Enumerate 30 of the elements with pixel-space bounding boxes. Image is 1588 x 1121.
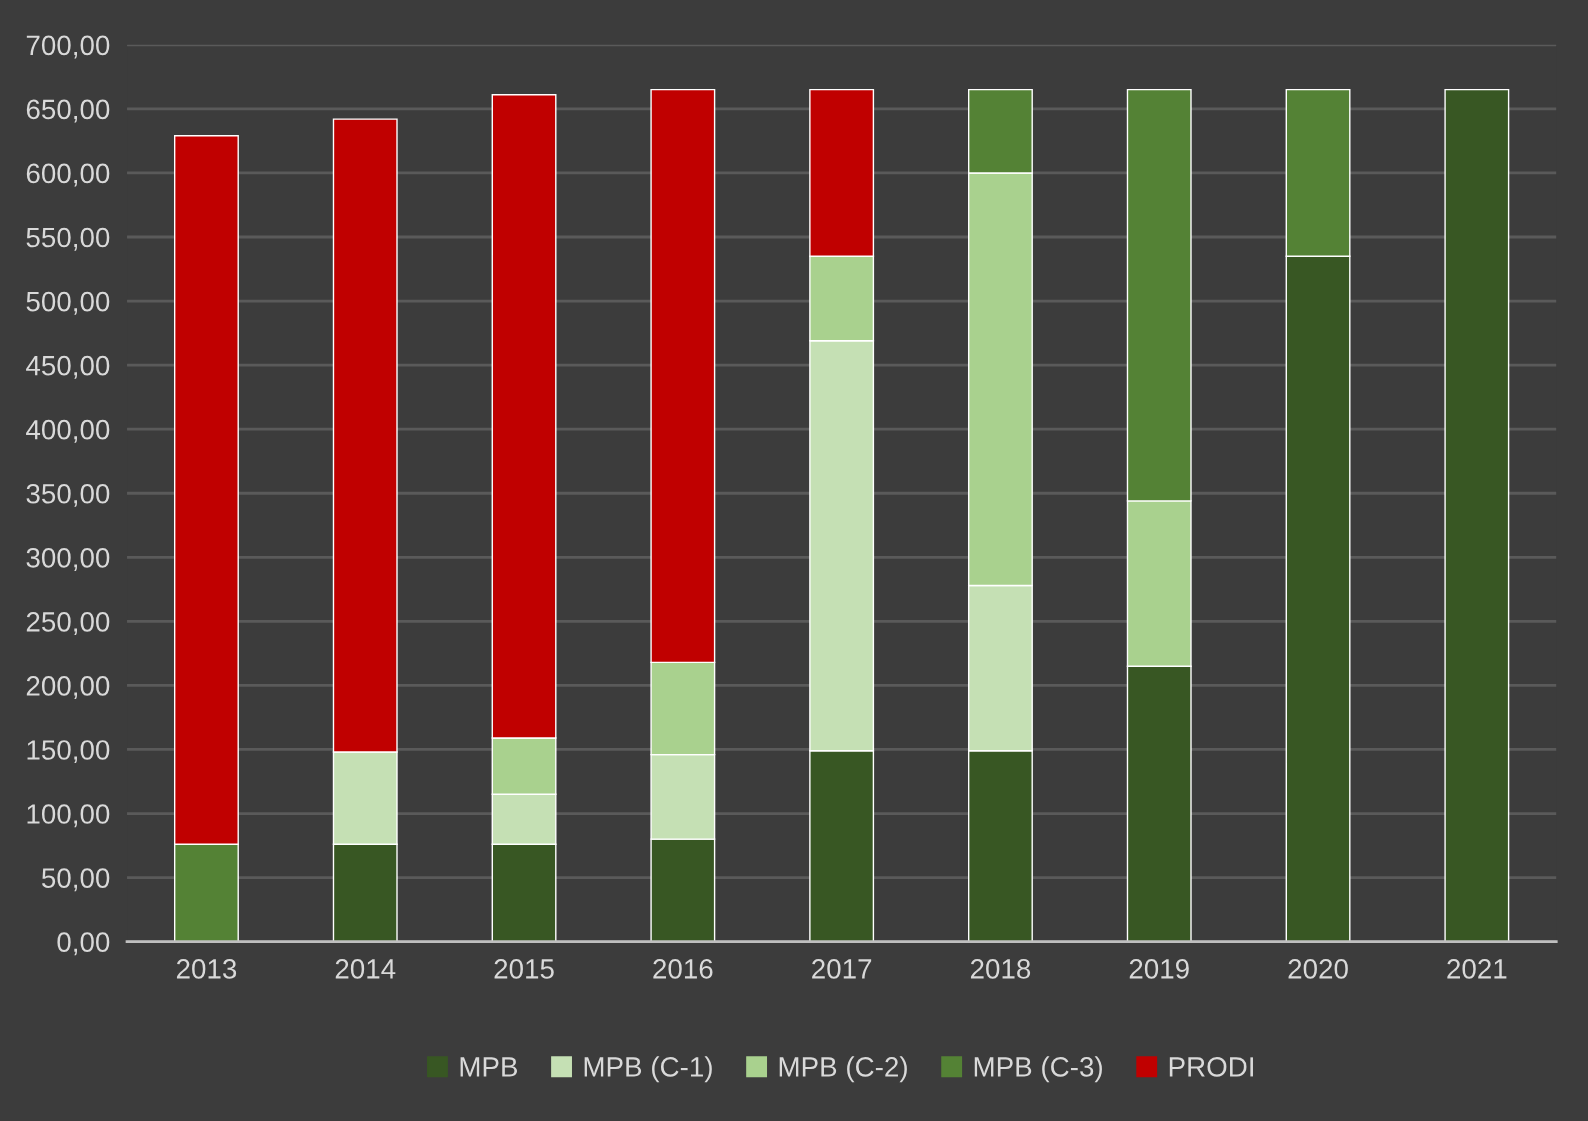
- y-tick-label: 200,00: [26, 676, 110, 700]
- legend-label: PRODI: [1169, 1057, 1253, 1077]
- x-tick-label: 2016: [653, 959, 713, 979]
- x-tick-label: 2018: [970, 959, 1031, 979]
- legend-label: MPB (C-2): [779, 1056, 907, 1083]
- legend-label: MPB (C-3): [974, 1056, 1102, 1083]
- x-tick-label: 2013: [176, 959, 237, 979]
- y-tick-label: 700,00: [26, 35, 110, 59]
- x-tick-label: 2021: [1447, 959, 1507, 979]
- bar: [1444, 88, 1510, 942]
- y-tick-label: 0,00: [57, 932, 110, 956]
- y-tick-label: 400,00: [26, 419, 110, 443]
- y-tick-label: 650,00: [26, 99, 110, 123]
- y-tick-label: 300,00: [26, 547, 110, 571]
- x-tick-label: 2015: [494, 959, 554, 979]
- x-tick-label: 2017: [812, 959, 872, 979]
- y-tick-label: 100,00: [27, 804, 110, 828]
- legend-label: MPB: [460, 1057, 518, 1077]
- y-tick-label: 50,00: [41, 868, 110, 892]
- y-tick-label: 500,00: [26, 291, 110, 315]
- y-tick-label: 250,00: [26, 612, 110, 635]
- y-tick-label: 550,00: [26, 227, 110, 251]
- x-tick-label: 2020: [1288, 959, 1348, 979]
- y-tick-label: 600,00: [26, 163, 110, 187]
- legend-label: MPB (C-1): [584, 1056, 712, 1083]
- x-tick-label: 2014: [335, 959, 396, 979]
- y-tick-label: 350,00: [26, 483, 110, 507]
- x-tick-label: 2019: [1129, 959, 1189, 979]
- y-tick-label: 150,00: [27, 740, 110, 764]
- y-tick-label: 450,00: [26, 355, 110, 379]
